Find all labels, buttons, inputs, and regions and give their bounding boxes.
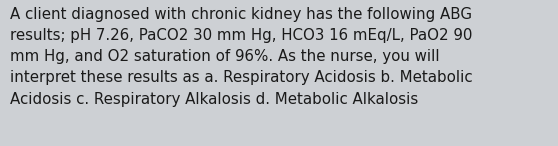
Text: A client diagnosed with chronic kidney has the following ABG
results; pH 7.26, P: A client diagnosed with chronic kidney h… <box>10 7 473 107</box>
